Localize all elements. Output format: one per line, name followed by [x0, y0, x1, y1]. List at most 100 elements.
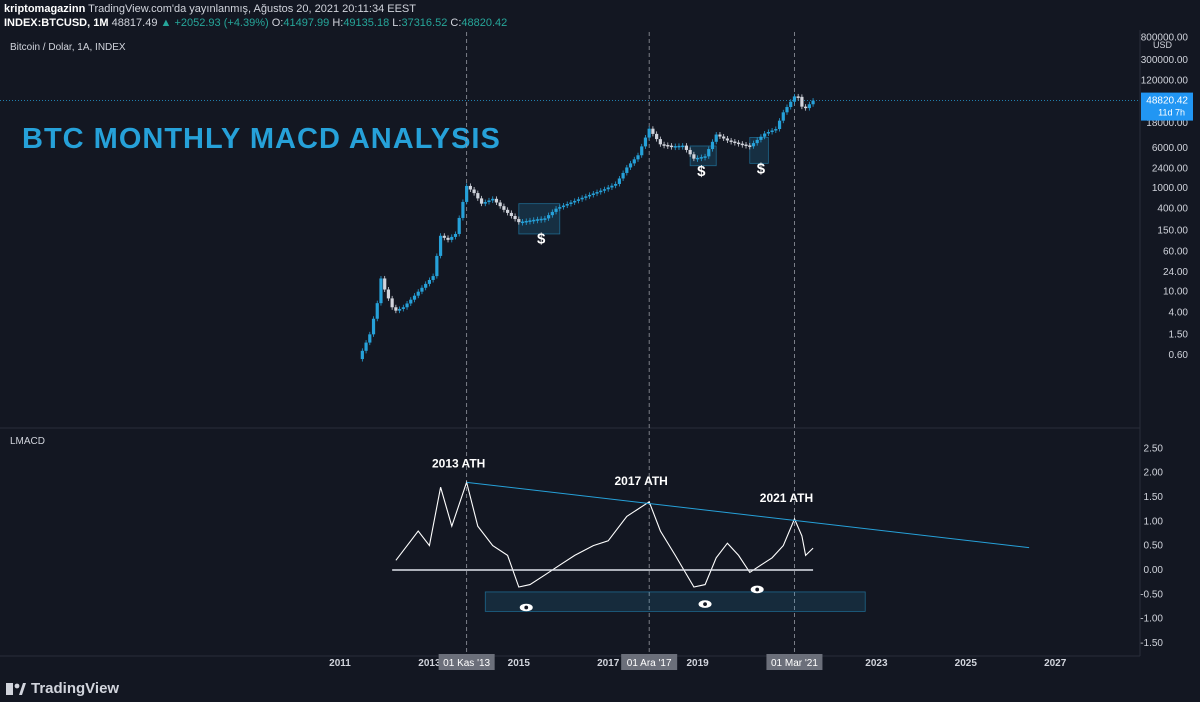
buy-zone-annotation: $: [757, 161, 766, 178]
price-tick-label: 800000.00: [1141, 33, 1189, 44]
open-value: 41497.99: [283, 17, 330, 29]
candle-body: [804, 106, 808, 109]
candle-body: [509, 212, 513, 216]
countdown-label: 11d 7h: [1158, 108, 1185, 118]
candle-body: [472, 189, 476, 194]
candle-body: [360, 350, 364, 360]
candle-body: [777, 120, 782, 130]
candle-body: [785, 107, 789, 113]
candle-body: [606, 187, 610, 190]
candle-body: [483, 202, 487, 204]
ath-label: 2021 ATH: [760, 491, 813, 505]
candle-body: [517, 219, 521, 223]
candle-body: [807, 104, 811, 109]
candle-body: [468, 185, 472, 190]
candle-body: [465, 185, 469, 202]
candle-body: [681, 145, 685, 148]
candle-body: [599, 190, 603, 193]
candle-body: [669, 145, 674, 148]
macd-tick-label: 2.50: [1144, 443, 1164, 454]
price-tick-label: 0.60: [1169, 350, 1189, 361]
candle-body: [580, 197, 584, 200]
candle-body: [610, 185, 614, 188]
candle-body: [707, 149, 711, 157]
buy-zone-annotation: $: [537, 231, 546, 248]
candle-body: [766, 132, 770, 134]
candle-body: [640, 146, 644, 156]
candle-body: [617, 178, 621, 184]
price-pane-title: Bitcoin / Dolar, 1A, INDEX: [10, 42, 126, 53]
symbol-label[interactable]: INDEX:BTCUSD, 1M: [4, 17, 109, 29]
candle-body: [558, 207, 562, 209]
candle-body: [587, 194, 592, 197]
tradingview-footer[interactable]: TradingView: [6, 680, 119, 697]
candle-body: [394, 307, 398, 311]
published-text: TradingView.com'da yayınlanmış, Ağustos …: [88, 3, 416, 15]
close-value: 48820.42: [461, 17, 508, 29]
candle-body: [688, 149, 692, 155]
candle-body: [677, 145, 681, 148]
candle-body: [636, 155, 640, 160]
macd-tick-label: 0.00: [1144, 565, 1164, 576]
time-highlight-label: 01 Kas '13: [443, 658, 490, 669]
candle-body: [595, 192, 599, 194]
candle-body: [699, 157, 703, 159]
price-tick-label: 120000.00: [1141, 75, 1189, 86]
candle-body: [770, 130, 774, 133]
time-tick-label: 2027: [1044, 658, 1067, 669]
overlay-title: BTC MONTHLY MACD ANALYSIS: [22, 123, 501, 155]
candle-body: [506, 209, 510, 213]
price-tick-label: 24.00: [1163, 267, 1188, 278]
candle-body: [487, 200, 491, 203]
macd-tick-label: -1.00: [1140, 614, 1163, 625]
candle-body: [602, 189, 607, 191]
time-highlight-label: 01 Ara '17: [627, 658, 672, 669]
candle-body: [565, 204, 569, 206]
candle-body: [420, 287, 424, 292]
candle-body: [684, 145, 689, 150]
candle-body: [561, 205, 566, 208]
price-tick-label: 2400.00: [1152, 163, 1189, 174]
candle-body: [740, 143, 744, 146]
author-name[interactable]: kriptomagazinn: [4, 3, 86, 15]
candle-body: [710, 141, 715, 150]
macd-tick-label: -1.50: [1140, 638, 1163, 649]
ath-label: 2013 ATH: [432, 457, 485, 471]
time-tick-label: 2023: [865, 658, 888, 669]
candle-body: [703, 156, 707, 158]
tradingview-brand: TradingView: [31, 680, 120, 697]
high-label: H:: [332, 17, 344, 29]
candle-body: [476, 193, 480, 199]
change-value: +2052.93 (+4.39%): [174, 17, 269, 29]
candle-body: [628, 163, 633, 168]
time-tick-label: 2015: [508, 658, 531, 669]
currency-label: USD: [1153, 40, 1173, 50]
candle-body: [401, 307, 405, 309]
price-tick-label: 150.00: [1157, 226, 1188, 237]
candle-body: [751, 143, 756, 147]
up-arrow-icon: ▲: [160, 17, 172, 29]
candle-body: [744, 144, 748, 147]
candle-body: [584, 196, 588, 198]
low-value: 37316.52: [401, 17, 448, 29]
candle-body: [755, 139, 759, 144]
candle-body: [502, 206, 506, 210]
macd-trendline: [466, 481, 1030, 549]
candle-body: [520, 221, 525, 224]
time-tick-label: 2013: [418, 658, 441, 669]
candle-body: [591, 193, 595, 195]
price-tick-label: 60.00: [1163, 246, 1188, 257]
candle-body: [547, 215, 551, 219]
publish-info: kriptomagazinn TradingView.com'da yayınl…: [4, 3, 416, 15]
time-highlight-badge: [766, 654, 823, 670]
price-tick-label: 10.00: [1163, 287, 1188, 298]
candle-body: [759, 136, 763, 140]
candle-body: [692, 154, 696, 159]
price-tick-label: 4.00: [1169, 307, 1189, 318]
ohlc-bar: INDEX:BTCUSD, 1M 48817.49 ▲ +2052.93 (+4…: [4, 17, 507, 29]
ath-label: 2017 ATH: [614, 474, 667, 488]
price-tick-label: 6000.00: [1152, 143, 1189, 154]
candle-body: [424, 283, 428, 288]
price-tick-label: 1.50: [1169, 329, 1189, 340]
